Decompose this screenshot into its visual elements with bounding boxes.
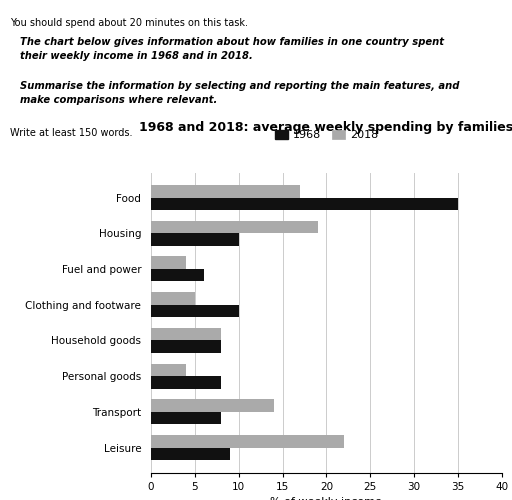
Bar <box>151 364 186 376</box>
X-axis label: % of weekly income: % of weekly income <box>270 497 382 500</box>
Bar <box>151 220 317 233</box>
Bar <box>151 233 239 245</box>
Bar <box>151 412 221 424</box>
Bar <box>151 435 344 448</box>
Bar <box>151 376 221 388</box>
Legend: 1968, 2018: 1968, 2018 <box>270 126 382 145</box>
Bar <box>151 185 300 198</box>
Bar <box>151 304 239 317</box>
Text: Summarise the information by selecting and reporting the main features, and
make: Summarise the information by selecting a… <box>20 80 459 104</box>
Bar <box>151 256 186 269</box>
Text: You should spend about 20 minutes on this task.: You should spend about 20 minutes on thi… <box>10 18 248 28</box>
Title: 1968 and 2018: average weekly spending by families: 1968 and 2018: average weekly spending b… <box>139 121 512 134</box>
Bar <box>151 400 274 412</box>
Bar <box>151 292 195 304</box>
Bar <box>151 198 458 210</box>
Bar <box>151 448 230 460</box>
Bar <box>151 269 204 281</box>
Bar <box>151 328 221 340</box>
Text: The chart below gives information about how families in one country spent
their : The chart below gives information about … <box>20 37 444 61</box>
Bar <box>151 340 221 353</box>
Text: Write at least 150 words.: Write at least 150 words. <box>10 128 133 138</box>
